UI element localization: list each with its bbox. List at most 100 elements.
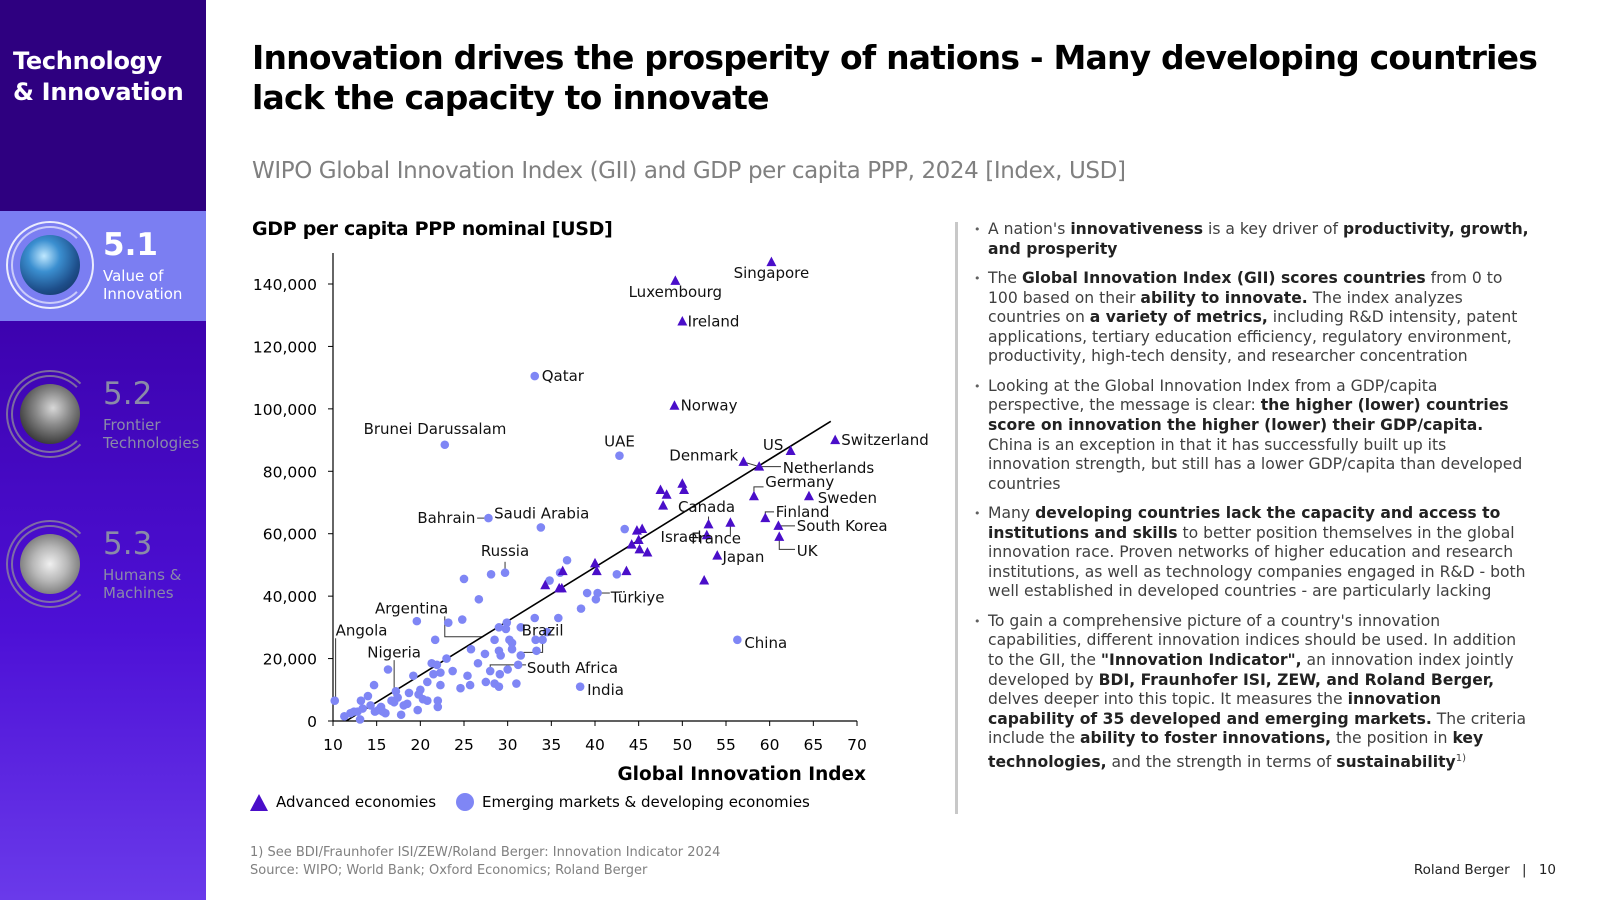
page-footer: Roland Berger | 10 <box>1414 862 1556 878</box>
y-axis-title: GDP per capita PPP nominal [USD] <box>252 218 613 240</box>
data-point-advanced <box>699 575 710 585</box>
data-point-bahrain <box>484 513 493 523</box>
data-point-emerging <box>531 635 540 645</box>
bullet-text: from 0 to 100 based on their <box>988 268 1503 307</box>
data-point-emerging <box>490 635 499 645</box>
data-point-brunei-darussalam <box>440 440 450 450</box>
data-point-emerging <box>459 574 469 584</box>
data-point-emerging <box>495 669 505 679</box>
leader-line <box>778 536 795 550</box>
data-point-emerging <box>530 613 540 623</box>
legend-emerging: Emerging markets & developing economies <box>482 793 810 811</box>
bullet-emphasis: ability to foster innovations, <box>1080 729 1332 748</box>
bullet-emphasis: developing countries lack the capacity a… <box>988 504 1501 542</box>
data-point-israel <box>701 529 712 540</box>
data-point-emerging <box>463 671 472 681</box>
data-point-emerging <box>582 588 592 598</box>
data-point-argentina <box>480 649 490 659</box>
chapter-5-1[interactable]: 5.1 Value of Innovation <box>0 211 206 321</box>
chapter-ring-icon <box>11 375 89 453</box>
bullet-text: The criteria include the <box>988 709 1527 748</box>
data-point-emerging <box>532 646 541 656</box>
data-point-uae <box>615 451 624 460</box>
data-point-emerging <box>554 613 563 623</box>
point-label: Bahrain <box>417 509 475 527</box>
data-point-emerging <box>363 691 373 701</box>
data-point-emerging <box>443 618 453 627</box>
data-point-emerging <box>591 594 601 604</box>
data-point-emerging <box>507 644 517 654</box>
bullet-emphasis: productivity, growth, and prosperity <box>988 220 1529 258</box>
data-point-emerging <box>494 682 504 691</box>
data-point-china <box>733 635 742 645</box>
data-point-emerging <box>457 615 467 624</box>
point-label: India <box>587 681 624 699</box>
data-point-singapore <box>766 256 777 267</box>
x-tick-label: 40 <box>585 736 605 754</box>
point-label: Angola <box>336 621 388 639</box>
data-point-emerging <box>466 644 476 654</box>
data-point-advanced <box>554 582 565 593</box>
brand-name: Roland Berger <box>1413 862 1510 878</box>
data-point-advanced <box>621 565 632 576</box>
bullet-emphasis: ability to innovate. <box>1140 288 1308 307</box>
bullet-emphasis: innovation capability of 35 developed an… <box>988 690 1442 728</box>
data-point-advanced <box>677 478 688 488</box>
data-point-advanced <box>626 539 637 549</box>
point-label: Russia <box>481 542 529 560</box>
point-label: Luxembourg <box>629 283 723 301</box>
chapter-ring-icon <box>11 226 89 304</box>
chapter-5-3[interactable]: 5.3 Humans & Machines <box>0 510 206 620</box>
data-point-emerging <box>545 576 554 585</box>
triangle-marker-icon <box>250 793 268 811</box>
data-point-emerging <box>542 627 552 637</box>
data-point-emerging <box>481 677 491 687</box>
point-label: Japan <box>722 548 765 566</box>
data-point-emerging <box>512 679 521 688</box>
data-point-advanced <box>658 500 669 510</box>
data-point-ireland <box>677 315 688 326</box>
data-point-emerging <box>433 702 443 712</box>
y-tick-label: 40,000 <box>263 588 317 606</box>
point-label: Qatar <box>542 367 585 385</box>
y-tick-label: 0 <box>307 713 317 731</box>
point-label: Netherlands <box>783 459 875 477</box>
data-point-switzerland <box>830 434 841 445</box>
point-label: Norway <box>681 397 738 415</box>
data-point-emerging <box>576 604 586 613</box>
data-point-sweden <box>803 490 814 501</box>
data-point-india <box>575 682 585 691</box>
y-tick-label: 80,000 <box>263 463 317 481</box>
x-tick-label: 60 <box>760 736 780 754</box>
point-label: South Korea <box>797 517 888 535</box>
bullet-emphasis: "Innovation Indicator", <box>1100 651 1302 670</box>
data-point-south-korea <box>773 520 784 530</box>
bullet-text: Looking at the Global Innovation Index f… <box>988 376 1438 415</box>
point-label: Denmark <box>669 447 738 465</box>
data-point-emerging <box>436 680 445 690</box>
x-tick-label: 55 <box>716 736 736 754</box>
data-point-emerging <box>432 660 442 670</box>
data-point-brazil <box>516 651 526 660</box>
bullet-emphasis: key technologies, <box>988 729 1484 772</box>
data-point-luxembourg <box>670 275 681 285</box>
y-tick-label: 60,000 <box>263 526 317 544</box>
bullet-text: including R&D intensity, patent applicat… <box>988 308 1518 366</box>
data-point-japan <box>712 550 723 560</box>
separator: | <box>1521 862 1527 878</box>
data-point-emerging <box>413 705 423 715</box>
x-tick-label: 65 <box>803 736 823 754</box>
x-tick-label: 25 <box>454 736 474 754</box>
data-point-emerging <box>423 677 432 687</box>
bullet-text: 1) <box>1455 753 1466 765</box>
chapter-number: 5.2 <box>103 376 153 412</box>
bullet-text: Many <box>988 504 1036 523</box>
chart-subtitle: WIPO Global Innovation Index (GII) and G… <box>252 158 1126 184</box>
x-tick-label: 70 <box>847 736 867 754</box>
data-point-emerging <box>356 696 366 706</box>
bullet-text: The <box>988 268 1022 287</box>
point-label: Sweden <box>818 489 877 507</box>
chapter-5-2[interactable]: 5.2 Frontier Technologies <box>0 360 206 470</box>
data-point-emerging <box>436 668 445 677</box>
data-point-emerging <box>340 712 349 721</box>
